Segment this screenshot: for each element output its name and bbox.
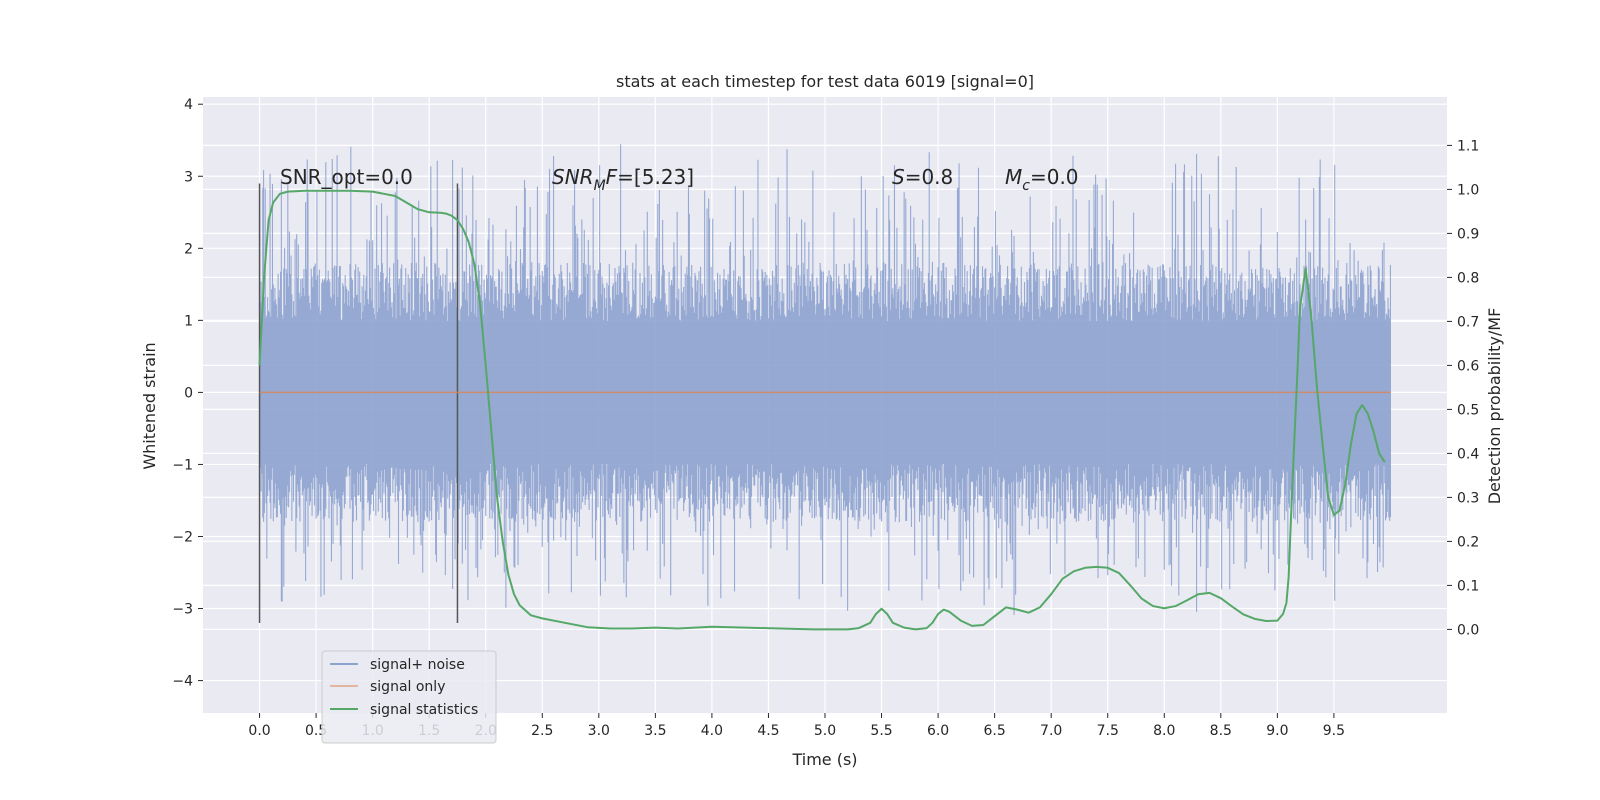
y-tick-label: −3	[172, 602, 193, 618]
y-tick-label: −4	[172, 674, 193, 690]
series-layer	[258, 189, 1391, 631]
y2-tick-label: 0.8	[1457, 270, 1479, 286]
y2-tick-label: 0.0	[1457, 622, 1479, 638]
x-tick-label: 4.0	[701, 723, 723, 739]
annotation-mc-var: M	[1005, 165, 1022, 189]
x-tick-label: 9.5	[1323, 723, 1345, 739]
y2-tick-label: 0.1	[1457, 578, 1479, 594]
y2-tick-label: 0.3	[1457, 490, 1479, 506]
x-tick-label: 9.0	[1266, 723, 1288, 739]
y-tick-label: 4	[184, 97, 193, 113]
legend-label-stats: signal statistics	[370, 702, 478, 718]
y2-axis-title: Detection probability/MF	[1485, 308, 1504, 505]
x-tick-label: 4.5	[757, 723, 779, 739]
x-tick-label: 5.0	[814, 723, 836, 739]
x-tick-label: 5.5	[870, 723, 892, 739]
y-tick-label: 1	[184, 313, 193, 329]
y2-tick-label: 0.4	[1457, 446, 1479, 462]
annotation-mc: Mc=0.0	[1005, 165, 1079, 194]
y-tick-label: −1	[172, 457, 193, 473]
annotation-snr-mf-sub: M	[594, 178, 606, 194]
y2-tick-label: 1.0	[1457, 182, 1479, 198]
signal-statistics-series	[258, 189, 1386, 631]
x-tick-label: 7.5	[1097, 723, 1119, 739]
x-tick-label: 6.0	[927, 723, 949, 739]
marker-layer	[258, 183, 459, 623]
legend-label-noise: signal+ noise	[370, 657, 465, 673]
legend-box	[321, 650, 497, 744]
x-tick-label: 8.0	[1153, 723, 1175, 739]
annotation-s-val: =0.8	[905, 165, 954, 189]
x-tick-label: 3.5	[644, 723, 666, 739]
y-tick-label: 2	[184, 241, 193, 257]
y2-tick-label: 0.7	[1457, 314, 1479, 330]
y2-tick-label: 0.6	[1457, 358, 1479, 374]
annotation-s: S=0.8	[892, 165, 953, 189]
y2-tick-label: 0.9	[1457, 226, 1479, 242]
x-tick-label: 2.5	[531, 723, 553, 739]
y-tick-label: −2	[172, 529, 193, 545]
legend: signal+ noise signal only signal statist…	[321, 650, 497, 744]
annotation-snr-mf-var: SNR	[552, 165, 594, 189]
y2-tick-label: 0.5	[1457, 402, 1479, 418]
y-axis-title: Whitened strain	[140, 342, 159, 469]
x-tick-label: 6.5	[984, 723, 1006, 739]
annotation-s-var: S	[892, 165, 905, 189]
y2-tick-label: 1.1	[1457, 138, 1479, 154]
annotation-mc-val: =0.0	[1030, 165, 1079, 189]
annotation-snr-mf: SNRMF=[5.23]	[552, 165, 694, 194]
x-axis-title: Time (s)	[791, 750, 857, 769]
chart-title: stats at each timestep for test data 601…	[616, 72, 1034, 91]
x-tick-label: 3.0	[588, 723, 610, 739]
y-tick-label: 0	[184, 385, 193, 401]
x-tick-label: 8.5	[1210, 723, 1232, 739]
annotation-mc-sub: c	[1022, 178, 1030, 194]
y-tick-label: 3	[184, 169, 193, 185]
annotation-snr-mf-val: =[5.23]	[617, 165, 694, 189]
legend-label-signal: signal only	[370, 679, 445, 695]
annotation-snr-mf-f: F	[606, 165, 618, 189]
x-tick-label: 0.0	[248, 723, 270, 739]
y2-tick-label: 0.2	[1457, 534, 1479, 550]
annotation-snr-opt: SNR_opt=0.0	[280, 165, 413, 189]
x-tick-label: 7.0	[1040, 723, 1062, 739]
